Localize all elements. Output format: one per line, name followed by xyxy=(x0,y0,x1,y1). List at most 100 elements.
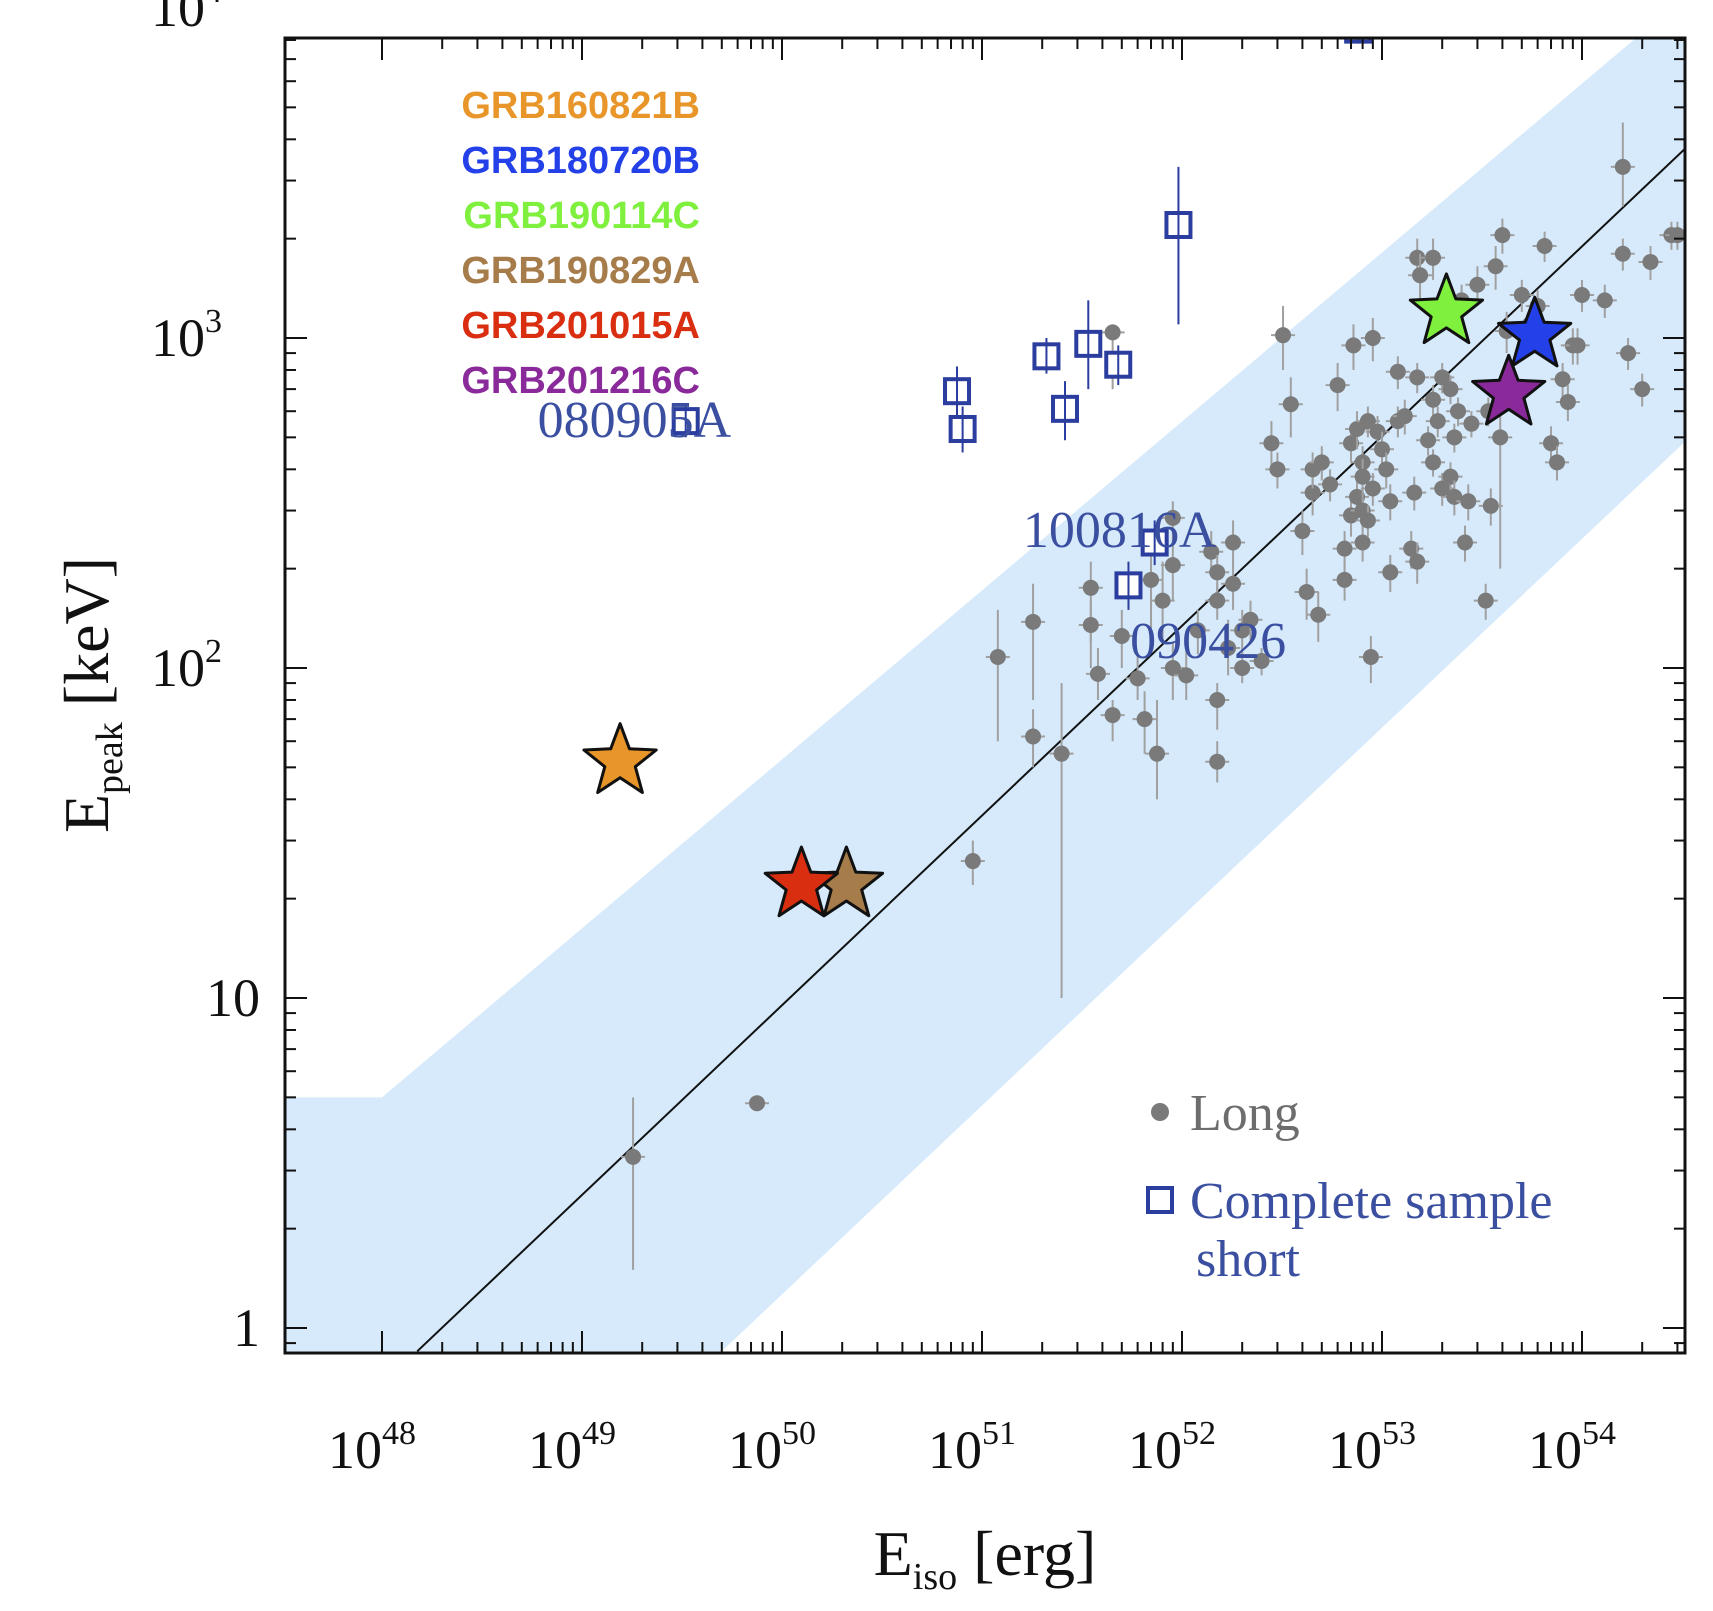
long-grb-point xyxy=(1209,564,1226,581)
long-grb-point xyxy=(1434,369,1451,386)
scatter-band xyxy=(285,38,1685,1352)
long-grb-point xyxy=(1089,665,1106,682)
legend-label-circle: Long xyxy=(1190,1085,1300,1142)
long-grb-point xyxy=(1382,564,1399,581)
long-grb-point xyxy=(1359,413,1376,430)
long-grb-point xyxy=(1359,512,1376,529)
long-grb-point xyxy=(1494,227,1511,244)
grb-legend-grb201216c: GRB201216C xyxy=(461,360,700,402)
long-grb-point xyxy=(1263,435,1280,452)
legend-label-short-line2: short xyxy=(1196,1231,1301,1288)
grb-legend-grb160821b: GRB160821B xyxy=(461,85,700,127)
annotation-080905a: 080905A xyxy=(538,392,732,449)
long-grb-point xyxy=(1364,480,1381,497)
long-grb-point xyxy=(1143,571,1160,588)
long-grb-point xyxy=(1554,371,1571,388)
long-grb-point xyxy=(1234,660,1251,676)
long-grb-point xyxy=(1294,523,1311,540)
grb-star-grb160821b xyxy=(582,722,658,794)
long-grb-point xyxy=(1429,413,1446,430)
long-grb-point xyxy=(1409,369,1426,386)
long-grb-point xyxy=(1345,337,1362,354)
long-grb-point xyxy=(1425,391,1442,408)
long-grb-point xyxy=(1374,441,1390,458)
long-grb-point xyxy=(1113,628,1130,645)
long-grb-point xyxy=(1442,468,1459,485)
long-grb-point xyxy=(1310,606,1327,623)
long-grb-point xyxy=(1336,571,1353,588)
annotation-090426: 090426 xyxy=(1130,613,1286,670)
annotation-100816a: 100816A xyxy=(1023,502,1217,559)
long-grb-point xyxy=(1298,583,1315,600)
long-grb-point xyxy=(1104,324,1121,341)
long-grb-point xyxy=(1154,592,1171,609)
long-grb-point xyxy=(1543,435,1560,452)
x-tick-label: 1054 xyxy=(1528,1415,1616,1480)
long-grb-point xyxy=(1136,711,1153,728)
long-grb-point xyxy=(1349,488,1366,505)
long-grb-point xyxy=(1364,330,1381,346)
long-grb-point xyxy=(1336,540,1353,557)
y-tick-label: 10 xyxy=(206,968,260,1028)
long-grb-point xyxy=(1149,745,1166,762)
y-axis-title: Epeak [keV] xyxy=(51,557,131,833)
long-grb-point xyxy=(1536,238,1553,255)
long-grb-point xyxy=(1242,611,1259,628)
grb-legend: GRB160821B GRB180720B GRB190114C GRB190829A… xyxy=(461,85,700,402)
long-grb-point xyxy=(1209,691,1226,708)
long-grb-point xyxy=(1446,488,1463,505)
grb-legend-grb190829a: GRB190829A xyxy=(461,250,700,292)
long-grb-point xyxy=(1378,461,1395,478)
long-grb-point xyxy=(1389,363,1406,380)
grb-legend-grb190114c: GRB190114C xyxy=(463,195,700,237)
long-grb-point xyxy=(1225,534,1242,551)
grb-star-grb190114c xyxy=(1408,272,1485,345)
long-grb-point xyxy=(1082,579,1099,596)
long-grb-point xyxy=(1620,345,1637,362)
long-grb-point xyxy=(1313,454,1330,471)
grb-legend-grb201015a: GRB201015A xyxy=(461,305,700,347)
long-grb-point xyxy=(1025,613,1042,630)
long-grb-point xyxy=(1304,484,1321,501)
x-tick-label: 1053 xyxy=(1328,1415,1416,1480)
long-grb-point xyxy=(749,1095,766,1112)
long-grb-point xyxy=(1220,639,1237,656)
long-grb-point xyxy=(1343,435,1360,452)
long-grb-point xyxy=(1282,396,1299,413)
long-grb-point xyxy=(1477,592,1494,609)
long-grb-point xyxy=(1164,660,1181,676)
long-grb-point xyxy=(1406,484,1423,501)
long-grb-point xyxy=(1382,493,1399,510)
long-grb-point xyxy=(1487,258,1504,275)
long-grb-point xyxy=(1513,286,1530,303)
long-grb-point xyxy=(1642,253,1659,270)
long-grb-point xyxy=(1409,249,1426,266)
long-grb-point xyxy=(1354,534,1371,551)
long-grb-point xyxy=(1412,267,1429,284)
long-grb-point xyxy=(1396,408,1413,425)
long-grb-point xyxy=(1164,509,1181,526)
long-grb-point xyxy=(1446,429,1463,446)
long-grb-point xyxy=(1549,454,1566,471)
long-grb-point xyxy=(1322,476,1339,493)
grb-star-grb201216c xyxy=(1471,353,1547,426)
plot-frame xyxy=(283,36,1687,1355)
long-grb-point xyxy=(1596,292,1613,309)
long-grb-point xyxy=(1354,468,1371,485)
long-grb-point xyxy=(1369,423,1386,440)
long-grb-point xyxy=(989,648,1006,665)
x-tick-label: 1051 xyxy=(928,1415,1016,1480)
y-tick-label: 1 xyxy=(233,1298,260,1358)
long-grb-point xyxy=(1053,745,1070,762)
grb-star-grb180720b xyxy=(1497,295,1573,368)
grb-legend-grb180720b: GRB180720B xyxy=(461,140,700,182)
long-grb-point xyxy=(1434,480,1451,497)
x-tick-label: 1049 xyxy=(528,1415,616,1480)
long-grb-point xyxy=(1209,753,1226,770)
long-grb-point xyxy=(1450,403,1467,420)
legend-long-marker xyxy=(1151,1103,1169,1121)
long-grb-point xyxy=(1569,337,1586,354)
x-axis-title: Eiso [erg] xyxy=(874,1518,1097,1598)
